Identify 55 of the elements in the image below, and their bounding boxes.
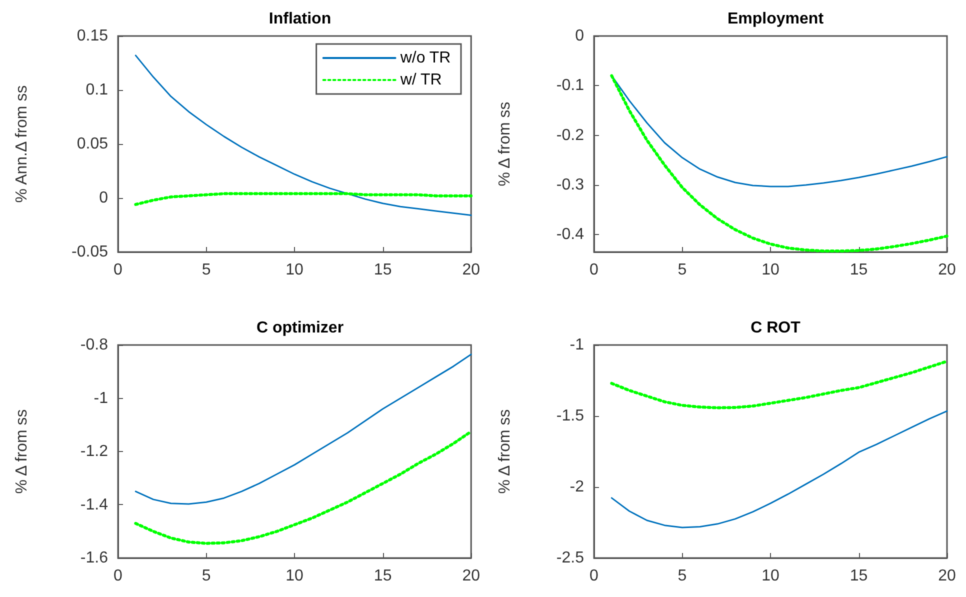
x-tick-label: 5 (678, 568, 687, 584)
x-tick-label: 10 (762, 568, 780, 584)
x-tick-label: 15 (850, 262, 868, 278)
x-tick-label: 10 (286, 262, 304, 278)
line-series (610, 74, 948, 253)
y-tick-label: -1.4 (80, 496, 108, 514)
y-axis-title: % Δ from ss (496, 409, 514, 494)
line-series (134, 192, 473, 206)
y-tick-label: -2 (570, 478, 584, 496)
x-tick-label: 15 (374, 262, 392, 278)
y-axis-title: % Ann.Δ from ss (14, 85, 30, 203)
x-tick-label: 0 (114, 568, 123, 584)
x-tick-label: 10 (762, 262, 780, 278)
x-tick-label: 10 (286, 568, 304, 584)
line-series (134, 354, 472, 505)
line-series (610, 410, 948, 528)
line-series (134, 430, 473, 545)
x-tick-label: 20 (938, 568, 956, 584)
line-series (610, 360, 948, 410)
x-tick-label: 0 (590, 262, 599, 278)
x-tick-label: 20 (938, 262, 956, 278)
y-tick-label: -1 (570, 336, 584, 354)
x-tick-label: 5 (678, 262, 687, 278)
y-tick-label: -1.2 (80, 443, 108, 460)
x-tick-label: 0 (114, 262, 123, 278)
legend-label: w/o TR (399, 50, 451, 66)
y-tick-label: -1.5 (556, 408, 584, 424)
y-tick-label: 0.15 (76, 28, 108, 44)
y-tick-label: -0.2 (556, 126, 584, 144)
y-tick-label: -1 (94, 390, 108, 407)
y-tick-label: -0.05 (72, 244, 108, 260)
x-tick-label: 15 (850, 568, 868, 584)
y-tick-label: -0.8 (80, 336, 108, 354)
x-tick-label: 5 (202, 568, 211, 584)
x-tick-label: 20 (462, 262, 480, 278)
y-tick-label: 0.1 (86, 82, 108, 98)
y-tick-label: 0.05 (76, 136, 108, 152)
x-tick-label: 20 (462, 568, 480, 584)
y-tick-label: -0.4 (556, 226, 584, 244)
x-tick-label: 0 (590, 568, 599, 584)
chart-title: C ROT (750, 320, 801, 336)
x-tick-label: 15 (374, 568, 392, 584)
legend-label: w/ TR (399, 72, 442, 88)
y-axis-title: % Δ from ss (496, 102, 514, 186)
y-tick-label: -2.5 (556, 550, 584, 566)
y-axis-title: % Δ from ss (14, 409, 30, 494)
y-tick-label: 0 (99, 190, 108, 206)
y-tick-label: -1.6 (80, 550, 108, 566)
chart-title: Inflation (268, 10, 332, 28)
x-tick-label: 5 (202, 262, 211, 278)
y-tick-label: -0.3 (556, 176, 584, 194)
chart-title: Employment (727, 10, 824, 28)
y-tick-label: -0.1 (556, 77, 584, 94)
chart-title: C optimizer (256, 320, 344, 336)
y-tick-label: 0 (575, 28, 584, 44)
